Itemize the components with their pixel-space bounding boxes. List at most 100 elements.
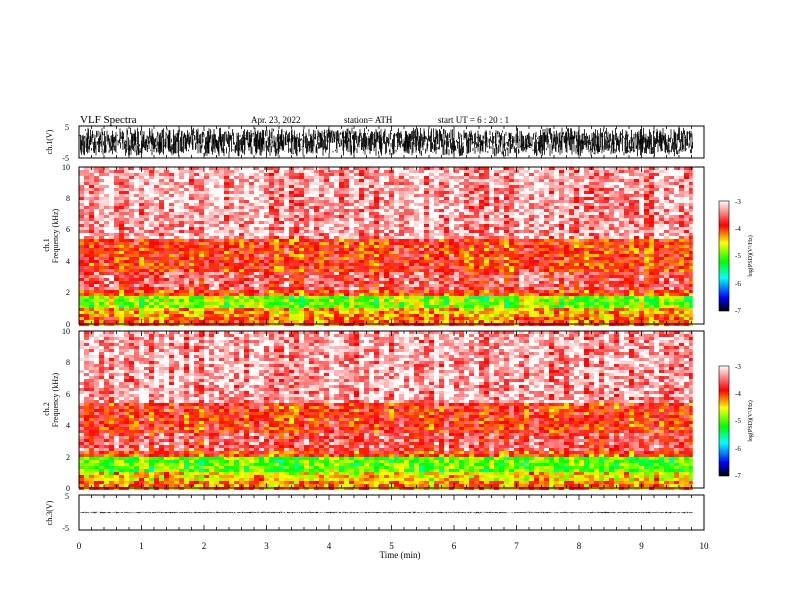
ch1-spectrogram-cell	[289, 296, 294, 299]
ch1-spectrogram-cell	[224, 284, 229, 287]
ch1-spectrogram-cell	[449, 194, 454, 197]
ch1-spectrogram-cell	[129, 200, 134, 203]
ch1-spectrogram-cell	[124, 263, 129, 266]
ch1-spectrogram-cell	[539, 263, 544, 266]
ch1-spectrogram-cell	[504, 302, 509, 305]
ch1-spectrogram-cell	[314, 290, 319, 293]
ch1-spectrogram-cell	[534, 182, 539, 185]
ch1-spectrogram-cell	[109, 260, 114, 263]
ch1-spectrogram-cell	[84, 179, 89, 182]
ch1-spectrogram-cell	[379, 245, 384, 248]
ch1-spectrogram-cell	[424, 260, 429, 263]
ch1-spectrogram-cell	[409, 206, 414, 209]
ch1-spectrogram-cell	[289, 263, 294, 266]
ch1-spectrogram-cell	[99, 266, 104, 269]
ch1-spectrogram-cell	[229, 194, 234, 197]
ch1-spectrogram-cell	[279, 179, 284, 182]
ch1-spectrogram-cell	[539, 242, 544, 245]
ch1-spectrogram-cell	[474, 260, 479, 263]
ch1-spectrogram-cell	[329, 206, 334, 209]
ch1-spectrogram-cell	[524, 176, 529, 179]
ch1-spectrogram-cell	[284, 212, 289, 215]
ch1-spectrogram-cell	[264, 230, 269, 233]
ch1-spectrogram-cell	[529, 272, 534, 275]
ch1-spectrogram-cell	[379, 224, 384, 227]
ch1-spectrogram-cell	[284, 203, 289, 206]
ch1-spectrogram-cell	[299, 248, 304, 251]
ch1-spectrogram-cell	[354, 233, 359, 236]
ch1-spectrogram-cell	[504, 257, 509, 260]
ch1-spectrogram-cell	[159, 248, 164, 251]
ch1-spectrogram-cell	[144, 215, 149, 218]
ch1-spectrogram-cell	[319, 257, 324, 260]
ch1-spectrogram-cell	[449, 317, 454, 320]
ch1-spectrogram-cell	[539, 278, 544, 281]
ch1-spectrogram-cell	[439, 191, 444, 194]
ch1-spectrogram-cell	[259, 215, 264, 218]
ch1-spectrogram-cell	[449, 308, 454, 311]
ch1-spectrogram-cell	[404, 266, 409, 269]
ch1-spectrogram-cell	[369, 218, 374, 221]
ch1-spectrogram-cell	[299, 311, 304, 314]
ch1-spectrogram-cell	[134, 182, 139, 185]
ch1-spectrogram-cell	[84, 242, 89, 245]
ch1-spectrogram-cell	[219, 197, 224, 200]
ch1-spectrogram-cell	[429, 167, 434, 170]
ch1-spectrogram-cell	[229, 287, 234, 290]
ch1-spectrogram-cell	[524, 272, 529, 275]
ch1-spectrogram-cell	[469, 236, 474, 239]
ch1-spectrogram-cell	[134, 239, 139, 242]
ch1-spectrogram-cell	[379, 173, 384, 176]
ch1-spectrogram-cell	[279, 269, 284, 272]
ch1-spectrogram-cell	[109, 197, 114, 200]
ch1-spectrogram-cell	[319, 317, 324, 320]
ch1-spectrogram-cell	[349, 173, 354, 176]
ch1-spectrogram-cell	[454, 218, 459, 221]
ch1-spectrogram-cell	[524, 194, 529, 197]
ch1-spectrogram-cell	[179, 275, 184, 278]
ch1-spectrogram-cell	[219, 233, 224, 236]
ch1-spectrogram-cell	[299, 278, 304, 281]
ch1-spectrogram-cell	[339, 305, 344, 308]
ch1-spectrogram-cell	[299, 260, 304, 263]
ch1-spectrogram-cell	[444, 218, 449, 221]
ch1-spectrogram-cell	[504, 200, 509, 203]
ch1-spectrogram-cell	[329, 224, 334, 227]
ch1-spectrogram-cell	[79, 191, 84, 194]
ch1-spectrogram-cell	[369, 167, 374, 170]
ch1-spectrogram-cell	[144, 260, 149, 263]
ch1-spectrogram-cell	[209, 305, 214, 308]
ch1-spectrogram-cell	[179, 272, 184, 275]
ch1-spectrogram-cell	[204, 314, 209, 317]
ch1-spectrogram-cell	[154, 221, 159, 224]
ch1-spectrogram-cell	[334, 218, 339, 221]
ch1-spectrogram-cell	[434, 281, 439, 284]
ch1-spectrogram-cell	[529, 215, 534, 218]
ch1-spectrogram-cell	[264, 305, 269, 308]
ch1-spectrogram-cell	[169, 239, 174, 242]
ch1-spectrogram-cell	[504, 275, 509, 278]
ch1-spectrogram-cell	[194, 293, 199, 296]
ch1-spectrogram-cell	[219, 254, 224, 257]
ch1-spectrogram-cell	[274, 233, 279, 236]
ch1-spectrogram-cell	[324, 188, 329, 191]
ch1-spectrogram-cell	[299, 191, 304, 194]
ch1-spectrogram-cell	[439, 278, 444, 281]
ch1-spectrogram-cell	[189, 188, 194, 191]
ch1-spectrogram-cell	[159, 284, 164, 287]
ch1-spectrogram-cell	[439, 317, 444, 320]
ch1-spectrogram-cell	[199, 221, 204, 224]
ch1-spectrogram-cell	[299, 224, 304, 227]
ch1-spectrogram-cell	[314, 212, 319, 215]
ch1-spectrogram-cell	[249, 215, 254, 218]
ch1-spectrogram-cell	[129, 179, 134, 182]
ch1-spectrogram-cell	[474, 170, 479, 173]
ch1-spectrogram-cell	[129, 173, 134, 176]
ch1-spectrogram-cell	[174, 176, 179, 179]
ch1-spectrogram-cell	[529, 209, 534, 212]
ch1-spectrogram-cell	[409, 188, 414, 191]
ch1-spectrogram-cell	[314, 311, 319, 314]
ch1-spectrogram-cell	[329, 236, 334, 239]
ch1-spectrogram-cell	[469, 170, 474, 173]
ch1-spectrogram-cell	[344, 212, 349, 215]
